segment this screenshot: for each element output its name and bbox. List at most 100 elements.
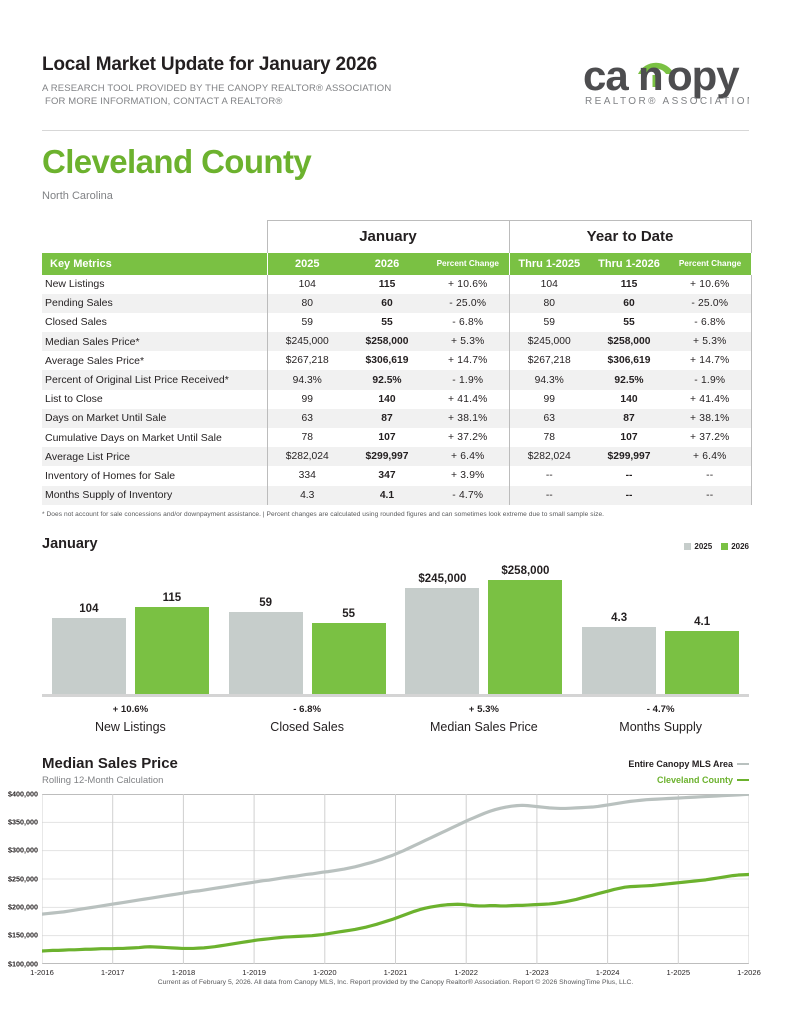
table-row: New Listings 104 115 + 10.6% 104 115 + 10.6% <box>42 274 752 294</box>
cell-ytd-2026: 55 <box>623 316 635 328</box>
bar-category-group: + 5.3% Median Sales Price <box>396 697 573 734</box>
cell-jan-2026: 87 <box>347 408 427 428</box>
row-metric-label: Pending Sales <box>42 293 267 313</box>
y-axis-tick-label: $100,000 <box>8 959 38 969</box>
cell-ytd-2025: $267,218 <box>508 351 589 371</box>
table-row: Average Sales Price* $267,218 $306,619 + 14… <box>42 351 752 371</box>
cell-jan-pct: + 37.2% <box>427 428 510 448</box>
bar-chart-title: January <box>42 535 98 552</box>
row-metric-label: Percent of Original List Price Received* <box>42 370 267 390</box>
cell-ytd-2026: 115 <box>620 278 638 290</box>
y-axis-tick-label: $150,000 <box>8 930 38 940</box>
bar-2026: 55 <box>311 608 386 694</box>
cell-ytd-2025: 94.3% <box>508 370 589 390</box>
x-axis-tick-label: 1-2016 <box>30 967 54 977</box>
key-metrics-table-wrap: January Year to Date Key Metrics 2025 2026 Pe… <box>42 220 752 518</box>
cell-jan-2025: $267,218 <box>266 351 347 371</box>
svg-text:opy: opy <box>667 52 740 99</box>
row-metric-label: Days on Market Until Sale <box>42 408 267 428</box>
y-axis-tick-label: $300,000 <box>8 845 38 855</box>
row-metric-label: Cumulative Days on Market Until Sale <box>45 431 222 444</box>
cell-jan-2026: 347 <box>378 470 396 482</box>
cell-ytd-2026: -- <box>625 470 633 482</box>
y-axis-tick-label: $350,000 <box>8 817 38 827</box>
cell-jan-2026: 92.5% <box>347 370 427 390</box>
row-metric-label: Average List Price <box>42 447 267 467</box>
cell-ytd-2025: 78 <box>508 428 589 448</box>
table-row: Days on Market Until Sale 63 87 + 38.1% 63 87… <box>42 408 752 428</box>
cell-jan-2025: $282,024 <box>266 447 347 467</box>
bar-value-label: 4.1 <box>694 615 711 628</box>
cell-ytd-2025: 59 <box>508 312 589 333</box>
table-column-header-row: Key Metrics 2025 2026 Percent Change Thru 1-… <box>42 252 752 275</box>
legend-swatch-2025-icon <box>684 542 692 550</box>
cell-ytd-2025: $245,000 <box>508 332 589 352</box>
cell-ytd-2026: 107 <box>620 432 638 444</box>
bar-2026: $258,000 <box>488 565 563 694</box>
cell-ytd-pct: + 6.4% <box>669 447 752 467</box>
cell-jan-2025: $245,000 <box>266 332 347 352</box>
cell-ytd-2025: -- <box>508 466 589 486</box>
x-axis-tick-label: 1-2022 <box>454 967 479 977</box>
x-axis-tick-label: 1-2019 <box>242 967 266 977</box>
cell-jan-2025: 78 <box>266 428 347 448</box>
table-row: Average List Price $282,024 $299,997 + 6.4%… <box>42 447 752 467</box>
bar-value-label: 4.3 <box>611 611 628 624</box>
col-header-ytd-2026: Thru 1-2026 <box>589 252 669 275</box>
bar-category-name: Closed Sales <box>270 719 344 734</box>
bar-percent-change: - 6.8% <box>293 703 321 715</box>
header-subtitle-line-1: A RESEARCH TOOL PROVIDED BY THE CANOPY R… <box>42 83 392 94</box>
bar-value-label: 55 <box>342 607 356 620</box>
cell-jan-pct: + 41.4% <box>427 389 510 409</box>
cell-ytd-pct: - 6.8% <box>669 312 752 333</box>
bar-percent-change: - 4.7% <box>646 703 675 715</box>
col-header-jan-2025: 2025 <box>266 252 347 275</box>
page-header: Local Market Update for January 2026 A R… <box>42 0 749 114</box>
cell-ytd-pct: + 37.2% <box>669 428 752 448</box>
bar-fill <box>311 622 386 694</box>
x-axis-tick-label: 1-2023 <box>525 967 549 977</box>
cell-jan-2026: $299,997 <box>347 447 427 467</box>
table-group-header-row: January Year to Date <box>42 220 752 253</box>
cell-jan-2026: 55 <box>381 316 393 328</box>
table-footnote: * Does not account for sale concessions … <box>42 510 605 518</box>
bar-fill <box>134 606 209 694</box>
cell-ytd-pct: + 14.7% <box>669 351 752 371</box>
cell-ytd-2025: 99 <box>508 389 589 409</box>
line-series-cleveland-county <box>40 872 751 953</box>
x-axis-tick-label: 1-2018 <box>171 967 196 977</box>
cell-jan-2025: 104 <box>266 274 347 294</box>
legend-swatch-2026-icon <box>721 542 729 550</box>
cell-jan-2025: 334 <box>266 466 347 486</box>
bar-value-label: $245,000 <box>418 572 467 585</box>
header-divider <box>42 130 749 131</box>
cell-ytd-2025: 80 <box>508 293 589 313</box>
cell-jan-2026: 115 <box>378 278 396 290</box>
cell-ytd-2026: $299,997 <box>589 447 669 467</box>
bar-chart-category-labels: + 10.6% New Listings - 6.8% Closed Sales + 5… <box>42 697 749 741</box>
bar-category-group: - 4.7% Months Supply <box>572 697 749 734</box>
cell-jan-2025: 80 <box>266 293 347 313</box>
cell-jan-pct: - 6.8% <box>427 312 510 333</box>
cell-ytd-2026: 87 <box>589 408 669 428</box>
bar-value-label: 59 <box>259 596 273 609</box>
bar-value-label: 104 <box>79 602 99 615</box>
table-row: Median Sales Price* $245,000 $258,000 + 5.3… <box>42 332 752 352</box>
cell-ytd-2025: 63 <box>508 408 589 428</box>
table-row: Percent of Original List Price Received*… <box>42 370 752 390</box>
table-row: Closed Sales 59 55- 6.8% 59 55- 6.8% <box>42 312 752 333</box>
bar-2025: 4.3 <box>582 612 657 694</box>
cell-jan-2025: 94.3% <box>266 370 347 390</box>
legend-label-cleveland-county: Cleveland County <box>656 774 733 785</box>
legend-label-2026: 2026 <box>731 541 749 551</box>
cell-jan-pct: + 38.1% <box>427 408 510 428</box>
bar-fill <box>488 579 563 694</box>
bar-category-group: + 10.6% New Listings <box>42 697 219 734</box>
svg-text:n: n <box>638 52 663 99</box>
row-metric-label: Average Sales Price* <box>45 354 145 367</box>
cell-jan-2026: $258,000 <box>347 332 427 352</box>
bar-chart-baseline <box>42 693 749 697</box>
line-chart-plot: $100,000 $150,000 $200,000 $250,000 $300,000… <box>8 789 761 977</box>
cell-jan-pct: - 25.0% <box>427 293 510 313</box>
